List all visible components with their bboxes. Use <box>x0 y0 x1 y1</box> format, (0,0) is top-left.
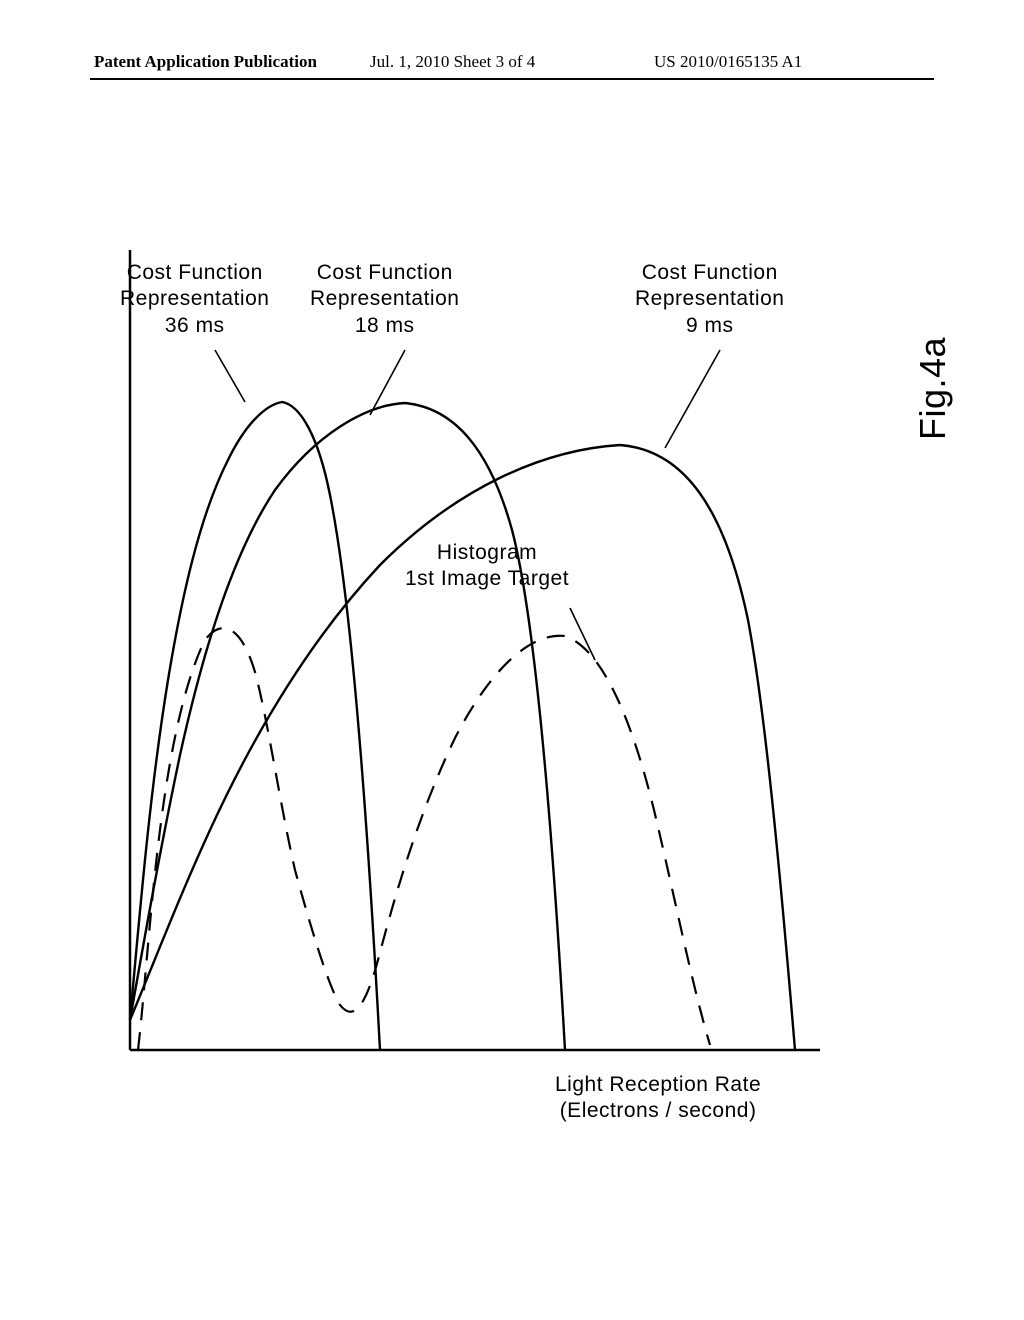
annotation-cf18: Cost Function Representation 18 ms <box>310 260 459 339</box>
header-left-text: Patent Application Publication <box>94 52 317 72</box>
leader-cf9 <box>665 350 720 448</box>
fig-label-text: Fig.4a <box>912 337 953 440</box>
curve-cf18 <box>130 403 565 1050</box>
header-right-text: US 2010/0165135 A1 <box>654 52 802 72</box>
curve-cf9 <box>130 445 795 1050</box>
cf36-line2: Representation <box>120 287 269 310</box>
figure-label: Fig.4a <box>910 337 955 440</box>
x-axis-label: Light Reception Rate (Electrons / second… <box>555 1072 761 1125</box>
header-rule <box>90 78 934 80</box>
hist-line2: 1st Image Target <box>405 567 569 590</box>
cf18-line2: Representation <box>310 287 459 310</box>
figure-4a: Cost Function Representation 36 ms Cost … <box>60 150 960 1250</box>
cf9-line1: Cost Function <box>642 261 778 284</box>
cf18-line3: 18 ms <box>355 314 415 337</box>
page-header: Patent Application Publication Jul. 1, 2… <box>0 48 1024 78</box>
cf36-line3: 36 ms <box>165 314 225 337</box>
cf36-line1: Cost Function <box>127 261 263 284</box>
curve-cf36 <box>130 402 380 1050</box>
hist-line1: Histogram <box>437 541 537 564</box>
leader-cf36 <box>215 350 245 402</box>
cf18-line1: Cost Function <box>317 261 453 284</box>
leader-hist <box>570 608 595 660</box>
annotation-histogram: Histogram 1st Image Target <box>405 540 569 593</box>
header-center-text: Jul. 1, 2010 Sheet 3 of 4 <box>370 52 535 72</box>
cf9-line3: 9 ms <box>686 314 734 337</box>
curve-histogram <box>138 628 710 1050</box>
xaxis-line2: (Electrons / second) <box>560 1099 757 1122</box>
annotation-cf36: Cost Function Representation 36 ms <box>120 260 269 339</box>
xaxis-line1: Light Reception Rate <box>555 1073 761 1096</box>
cf9-line2: Representation <box>635 287 784 310</box>
annotation-cf9: Cost Function Representation 9 ms <box>635 260 784 339</box>
